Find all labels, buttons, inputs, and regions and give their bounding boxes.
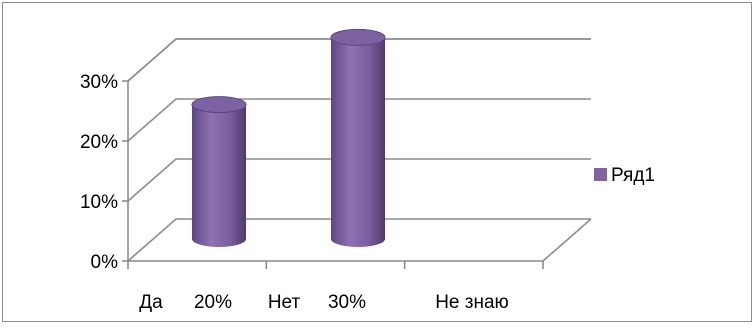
gridline <box>127 218 591 262</box>
top-edge <box>127 38 591 82</box>
bar-top <box>330 28 386 46</box>
labels-layer: 0% 10% 20% 30% Да 20% Нет 30% Не знаю <box>80 72 509 313</box>
bars-layer <box>191 28 386 248</box>
y-tick-label: 30% <box>80 72 118 93</box>
legend: Ряд1 <box>594 165 655 186</box>
y-tick-label: 10% <box>80 192 118 213</box>
legend-swatch <box>594 168 607 181</box>
x-category-label: 30% <box>328 292 366 313</box>
gridline <box>127 98 591 142</box>
legend-label: Ряд1 <box>611 165 655 186</box>
x-category-label: Да <box>139 292 163 313</box>
chart-frame: 0% 10% 20% 30% Да 20% Нет 30% Не знаю Ряд1 <box>2 2 752 322</box>
bar-body <box>331 37 385 248</box>
chart-svg: 0% 10% 20% 30% Да 20% Нет 30% Не знаю Ряд1 <box>80 28 655 313</box>
x-category-label: 20% <box>194 292 232 313</box>
y-tick-label: 0% <box>91 252 119 273</box>
axis-layer <box>122 80 544 269</box>
bar <box>330 28 386 248</box>
bar-body <box>192 104 246 247</box>
grid-layer <box>127 38 592 262</box>
y-tick-label: 20% <box>80 132 118 153</box>
gridline <box>127 158 591 202</box>
bar <box>191 96 247 247</box>
bar-top <box>191 96 247 114</box>
x-category-label: Не знаю <box>435 292 509 313</box>
x-category-label: Нет <box>268 292 301 313</box>
